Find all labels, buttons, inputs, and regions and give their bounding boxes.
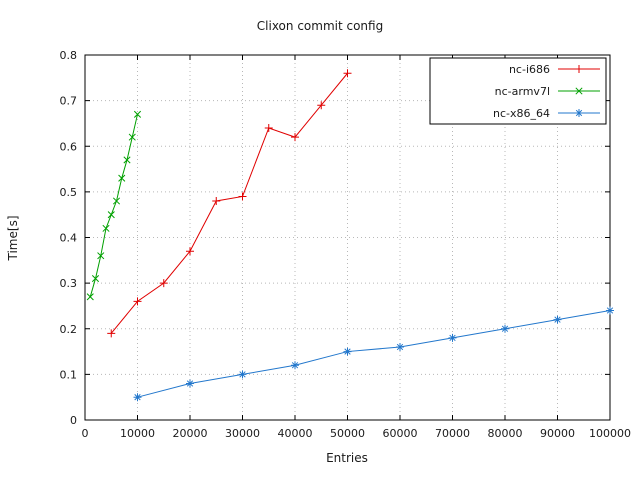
x-tick-label: 10000 bbox=[120, 427, 155, 440]
x-tick-label: 50000 bbox=[330, 427, 365, 440]
x-tick-label: 40000 bbox=[278, 427, 313, 440]
x-tick-label: 90000 bbox=[540, 427, 575, 440]
legend-label-nc-x86_64: nc-x86_64 bbox=[493, 107, 550, 120]
x-tick-label: 30000 bbox=[225, 427, 260, 440]
chart-title: Clixon commit config bbox=[257, 19, 383, 33]
y-tick-label: 0.7 bbox=[60, 95, 78, 108]
plot-area: 0 10000 20000 30000 40000 50000 60000 70000 8000… bbox=[60, 49, 632, 440]
y-tick-label: 0.3 bbox=[60, 277, 78, 290]
y-tick-label: 0 bbox=[70, 414, 77, 427]
series-markers-nc-i686 bbox=[107, 69, 352, 338]
series-line-nc-x86_64 bbox=[137, 310, 611, 398]
y-tick-label: 0.2 bbox=[60, 323, 78, 336]
legend-sample-marker-nc-x86_64 bbox=[575, 109, 583, 117]
x-tick-label: 0 bbox=[82, 427, 89, 440]
x-tick-label: 70000 bbox=[435, 427, 470, 440]
legend-label-nc-armv7l: nc-armv7l bbox=[495, 85, 550, 98]
series-markers-nc-armv7l bbox=[86, 110, 142, 301]
x-tick-label: 80000 bbox=[488, 427, 523, 440]
legend-sample-marker-nc-i686 bbox=[575, 65, 583, 73]
x-tick-label: 100000 bbox=[589, 427, 631, 440]
y-tick-label: 0.5 bbox=[60, 186, 78, 199]
x-axis-label: Entries bbox=[326, 451, 368, 465]
legend-sample-marker-nc-armv7l bbox=[575, 87, 583, 95]
series-line-nc-armv7l bbox=[89, 114, 138, 297]
y-tick-label: 0.4 bbox=[60, 232, 78, 245]
series-markers-nc-x86_64 bbox=[133, 306, 614, 402]
y-tick-label: 0.1 bbox=[60, 368, 78, 381]
x-tick-label: 20000 bbox=[173, 427, 208, 440]
series-line-nc-i686 bbox=[110, 72, 348, 334]
y-tick-label: 0.6 bbox=[60, 140, 78, 153]
x-tick-label: 60000 bbox=[383, 427, 418, 440]
legend-label-nc-i686: nc-i686 bbox=[509, 63, 550, 76]
y-axis-label: Time[s] bbox=[6, 216, 20, 262]
y-tick-label: 0.8 bbox=[60, 49, 78, 62]
